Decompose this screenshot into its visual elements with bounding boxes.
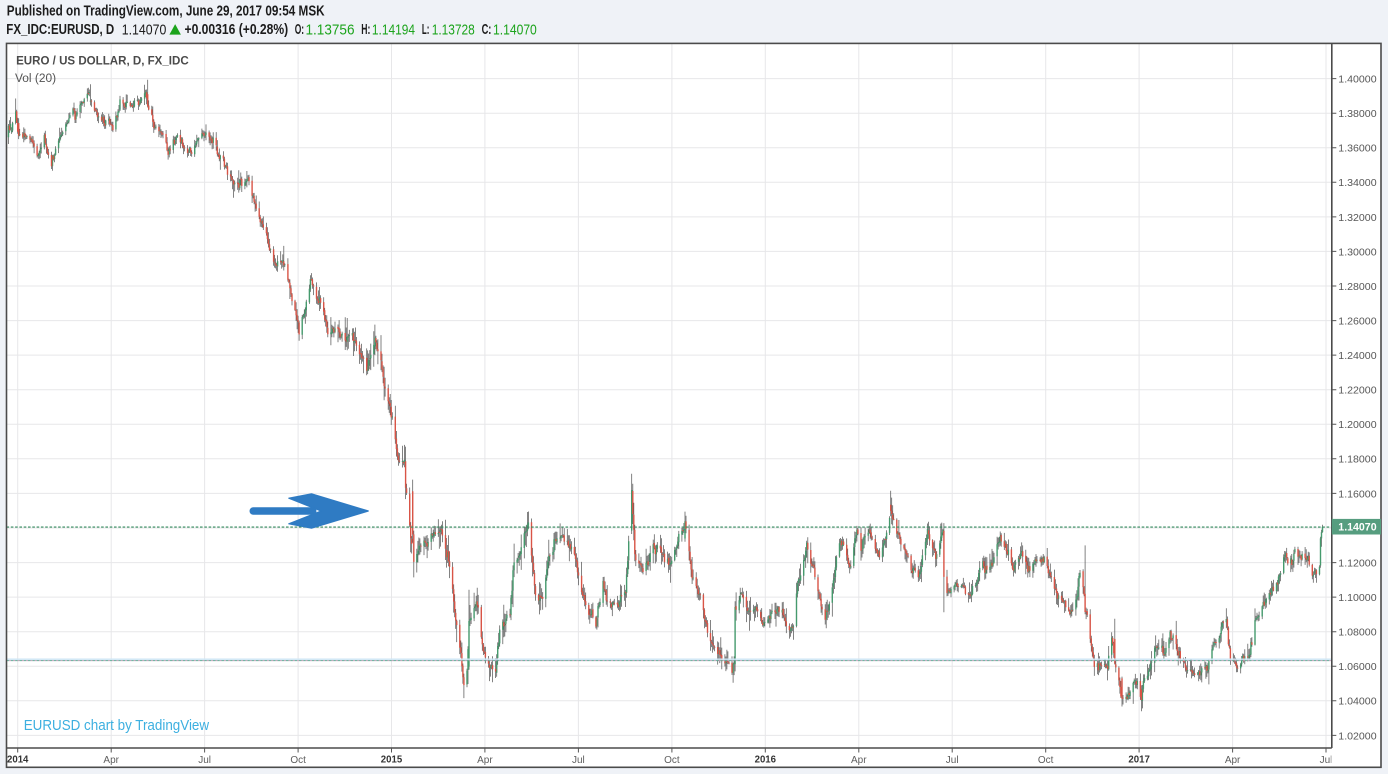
svg-text:Oct: Oct: [1038, 755, 1054, 766]
svg-text:Apr: Apr: [1225, 755, 1241, 766]
svg-text:1.28000: 1.28000: [1338, 282, 1377, 293]
svg-text:Jul: Jul: [198, 755, 211, 766]
svg-text:1.08000: 1.08000: [1338, 628, 1377, 639]
svg-text:1.24000: 1.24000: [1338, 351, 1377, 362]
svg-text:1.16000: 1.16000: [1338, 489, 1377, 500]
svg-text:Jul: Jul: [946, 755, 959, 766]
svg-text:EURUSD chart by TradingView: EURUSD chart by TradingView: [24, 717, 209, 734]
svg-text:1.02000: 1.02000: [1338, 731, 1377, 742]
svg-text:Oct: Oct: [290, 755, 306, 766]
svg-text:1.14194: 1.14194: [372, 21, 415, 38]
svg-text:1.22000: 1.22000: [1338, 386, 1377, 397]
svg-text:2014: 2014: [7, 755, 29, 766]
svg-text:1.13756: 1.13756: [306, 21, 355, 38]
svg-text:1.32000: 1.32000: [1338, 213, 1377, 224]
svg-text:1.30000: 1.30000: [1338, 247, 1377, 258]
svg-text:2015: 2015: [381, 755, 403, 766]
svg-text:Apr: Apr: [477, 755, 493, 766]
svg-text:Apr: Apr: [103, 755, 119, 766]
svg-text:EURO / US DOLLAR, D, FX_IDC: EURO / US DOLLAR, D, FX_IDC: [16, 54, 189, 68]
svg-text:Published on TradingView.com,: Published on TradingView.com, June 29, 2…: [7, 4, 325, 20]
svg-text:1.40000: 1.40000: [1338, 75, 1377, 86]
svg-text:L:: L:: [422, 22, 430, 38]
svg-text:1.38000: 1.38000: [1338, 109, 1377, 120]
svg-text:1.34000: 1.34000: [1338, 178, 1377, 189]
svg-text:Apr: Apr: [851, 755, 867, 766]
svg-text:Oct: Oct: [664, 755, 680, 766]
svg-text:+0.00316 (+0.28%): +0.00316 (+0.28%): [185, 22, 289, 38]
svg-text:O:: O:: [295, 22, 304, 38]
svg-text:1.13728: 1.13728: [432, 21, 475, 38]
svg-text:1.06000: 1.06000: [1338, 662, 1377, 673]
svg-text:1.14070: 1.14070: [1338, 522, 1376, 534]
svg-text:1.04000: 1.04000: [1338, 697, 1377, 708]
svg-text:C:: C:: [482, 22, 492, 38]
svg-text:H:: H:: [361, 22, 370, 38]
svg-text:1.20000: 1.20000: [1338, 420, 1377, 431]
svg-text:2017: 2017: [1128, 755, 1150, 766]
svg-text:1.10000: 1.10000: [1338, 593, 1377, 604]
svg-text:1.14070: 1.14070: [122, 21, 167, 38]
svg-text:1.14070: 1.14070: [493, 21, 537, 38]
svg-text:1.36000: 1.36000: [1338, 144, 1377, 155]
svg-text:1.26000: 1.26000: [1338, 317, 1377, 328]
svg-text:Jul: Jul: [1320, 755, 1333, 766]
svg-text:Vol (20): Vol (20): [15, 71, 56, 85]
svg-text:FX_IDC:EURUSD, D: FX_IDC:EURUSD, D: [6, 22, 114, 38]
svg-text:1.12000: 1.12000: [1338, 559, 1377, 570]
svg-text:Jul: Jul: [572, 755, 585, 766]
svg-text:1.18000: 1.18000: [1338, 455, 1377, 466]
svg-text:2016: 2016: [755, 755, 777, 766]
